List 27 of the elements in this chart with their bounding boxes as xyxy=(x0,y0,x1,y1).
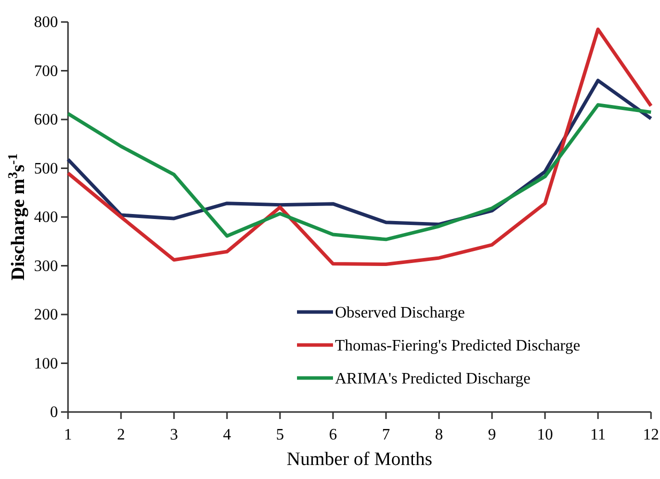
line-series xyxy=(66,28,653,266)
x-tick-label: 4 xyxy=(223,426,231,444)
legend-label: Thomas-Fiering's Predicted Discharge xyxy=(335,338,580,355)
x-tick-label: 2 xyxy=(117,426,125,444)
y-tick-label: 100 xyxy=(34,355,58,372)
y-tick-label: 800 xyxy=(34,14,58,32)
x-tick-label: 3 xyxy=(170,426,178,444)
legend-label: Observed Discharge xyxy=(335,304,465,322)
x-tick-label: 7 xyxy=(382,426,390,444)
legend-label: ARIMA's Predicted Discharge xyxy=(335,370,530,388)
y-tick-label: 500 xyxy=(34,160,58,178)
x-tick-label: 12 xyxy=(643,426,659,444)
x-tick-label: 11 xyxy=(590,426,606,444)
x-tick-label: 9 xyxy=(488,426,496,444)
x-tick-label: 6 xyxy=(329,426,337,444)
y-tick-label: 700 xyxy=(34,62,58,80)
y-tick-label: 600 xyxy=(34,112,58,129)
x-axis-title: Number of Months xyxy=(286,449,432,470)
y-tick-label: 300 xyxy=(34,258,58,275)
y-tick-label: 400 xyxy=(34,209,58,226)
x-tick-label: 8 xyxy=(435,426,443,444)
x-tick-label: 10 xyxy=(537,426,553,444)
x-tick-label: 5 xyxy=(276,426,284,444)
y-tick-label: 200 xyxy=(34,306,58,324)
y-tick-label: 0 xyxy=(50,404,58,422)
line-series xyxy=(66,103,653,242)
x-tick-label: 1 xyxy=(64,426,72,444)
